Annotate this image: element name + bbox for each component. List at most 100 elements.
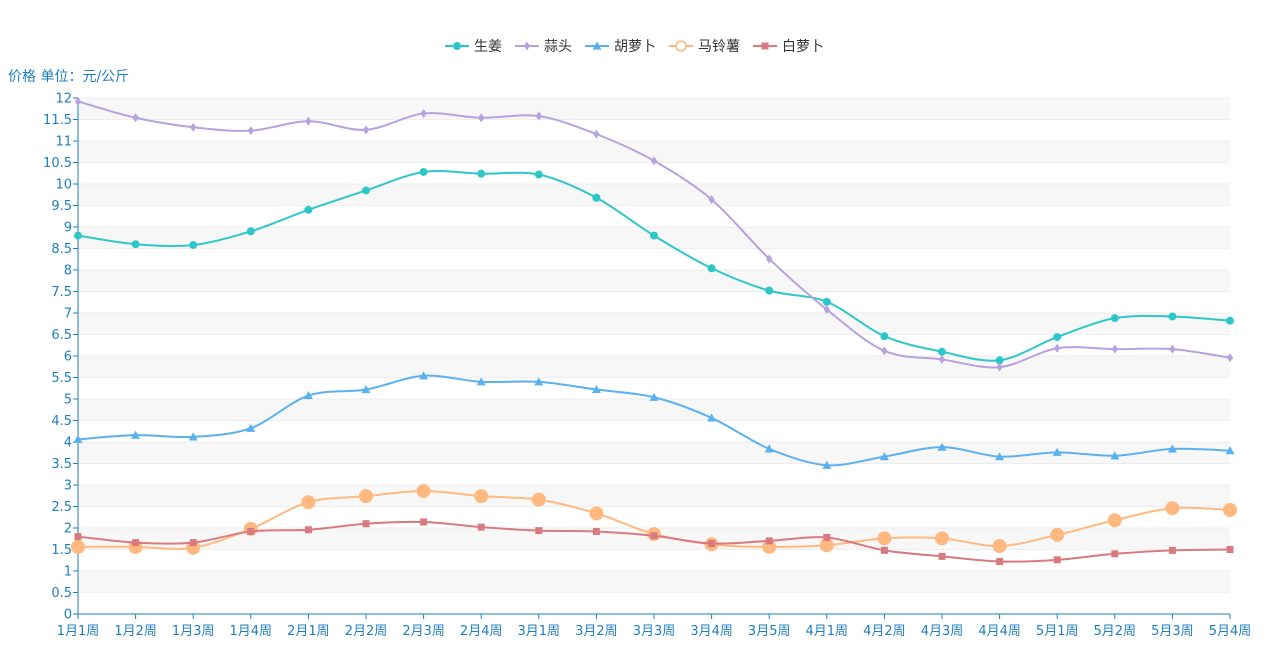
data-point xyxy=(247,527,255,535)
series-1 xyxy=(74,167,1234,365)
x-tick-label: 3月5周 xyxy=(748,624,791,639)
data-point xyxy=(938,552,946,560)
x-tick-label: 5月4周 xyxy=(1209,624,1252,639)
data-point xyxy=(189,241,198,250)
data-point xyxy=(649,392,659,401)
data-point xyxy=(592,193,601,202)
data-point xyxy=(419,371,429,380)
x-tick-label: 1月3周 xyxy=(172,624,215,639)
data-point xyxy=(650,156,658,166)
legend-label: 白萝卜 xyxy=(782,39,824,55)
data-point xyxy=(935,531,949,546)
x-tick-label: 1月1周 xyxy=(57,624,100,639)
data-point xyxy=(1167,444,1177,453)
data-point xyxy=(362,520,370,528)
x-tick-label: 4月3周 xyxy=(921,624,964,639)
y-tick-label: 10.5 xyxy=(43,156,72,171)
data-point xyxy=(589,506,604,521)
data-point xyxy=(1165,501,1180,516)
data-point xyxy=(880,332,889,341)
data-point xyxy=(476,377,486,386)
data-point xyxy=(535,111,542,121)
y-tick-labels: 00.511.522.533.544.555.566.577.588.599.5… xyxy=(43,92,72,623)
series-3 xyxy=(73,371,1235,469)
data-point xyxy=(1107,513,1122,528)
y-tick-label: 0 xyxy=(64,608,72,623)
data-point xyxy=(1226,546,1234,553)
data-point xyxy=(362,125,370,135)
grid-band xyxy=(78,141,1230,163)
grid-band xyxy=(78,98,1230,120)
data-point xyxy=(132,113,139,123)
x-tick-label: 3月4周 xyxy=(690,624,733,639)
data-point xyxy=(708,194,715,204)
legend-item-2[interactable]: 蒜头 xyxy=(515,39,572,55)
data-point xyxy=(938,354,946,364)
grid-band xyxy=(78,184,1230,206)
legend-item-4[interactable]: 马铃薯 xyxy=(669,39,740,55)
y-tick-label: 0.5 xyxy=(51,586,72,601)
legend-marker xyxy=(675,40,687,52)
data-point xyxy=(823,305,830,315)
data-point xyxy=(996,362,1003,372)
data-point xyxy=(362,186,370,195)
legend-item-5[interactable]: 白萝卜 xyxy=(753,39,824,55)
y-tick-label: 2.5 xyxy=(51,500,72,515)
grid-band xyxy=(78,313,1230,335)
series-group xyxy=(71,96,1237,566)
data-point xyxy=(1226,316,1234,325)
x-tick-label: 4月1周 xyxy=(806,624,849,639)
data-point xyxy=(190,122,197,132)
grid-band xyxy=(78,356,1230,378)
data-point xyxy=(305,116,312,126)
data-point xyxy=(1168,546,1176,554)
grid-band xyxy=(78,399,1230,421)
legend[interactable]: 生姜 蒜头 胡萝卜 马铃薯 白萝卜 xyxy=(445,39,824,55)
data-point xyxy=(246,423,256,432)
data-point xyxy=(531,492,546,507)
data-point xyxy=(591,385,601,394)
x-tick-labels: 1月1周 1月2周 1月3周 1月4周 2月1周 2月2周 2月3周 2月4周 3月1周 3月2周… xyxy=(57,624,1252,639)
data-point xyxy=(765,286,774,295)
data-point xyxy=(650,231,658,240)
data-point xyxy=(1111,550,1119,558)
data-point xyxy=(246,227,255,236)
data-point xyxy=(1111,344,1118,354)
data-point xyxy=(74,533,82,541)
data-point xyxy=(996,558,1004,566)
data-point xyxy=(877,531,892,546)
data-point xyxy=(132,539,140,547)
data-point xyxy=(708,539,716,547)
data-point xyxy=(1053,556,1061,564)
data-point xyxy=(131,430,141,439)
axes xyxy=(73,97,1231,619)
data-point xyxy=(1050,527,1065,542)
data-point xyxy=(416,484,431,499)
data-point xyxy=(707,264,716,273)
legend-label: 胡萝卜 xyxy=(614,39,656,55)
x-tick-label: 5月3周 xyxy=(1151,624,1194,639)
y-tick-label: 3.5 xyxy=(51,457,72,472)
y-tick-label: 9.5 xyxy=(51,199,72,214)
data-point xyxy=(301,495,316,510)
legend-item-3[interactable]: 胡萝卜 xyxy=(585,39,656,55)
legend-item-1[interactable]: 生姜 xyxy=(445,39,502,55)
data-point xyxy=(189,539,197,547)
x-tick-label: 4月4周 xyxy=(978,624,1021,639)
x-tick-label: 2月2周 xyxy=(345,624,388,639)
legend-marker xyxy=(523,41,531,51)
data-point xyxy=(1052,447,1062,456)
y-tick-label: 7 xyxy=(64,307,72,322)
series-5 xyxy=(74,518,1234,566)
y-tick-label: 1.5 xyxy=(51,543,72,558)
data-point xyxy=(822,297,831,306)
data-point xyxy=(419,167,428,176)
data-point xyxy=(74,231,82,240)
data-point xyxy=(592,527,600,535)
data-point xyxy=(823,533,831,541)
data-point xyxy=(765,537,773,545)
data-point xyxy=(247,126,254,136)
data-point xyxy=(1226,353,1234,363)
data-point xyxy=(1053,333,1062,342)
data-point xyxy=(1110,451,1120,460)
